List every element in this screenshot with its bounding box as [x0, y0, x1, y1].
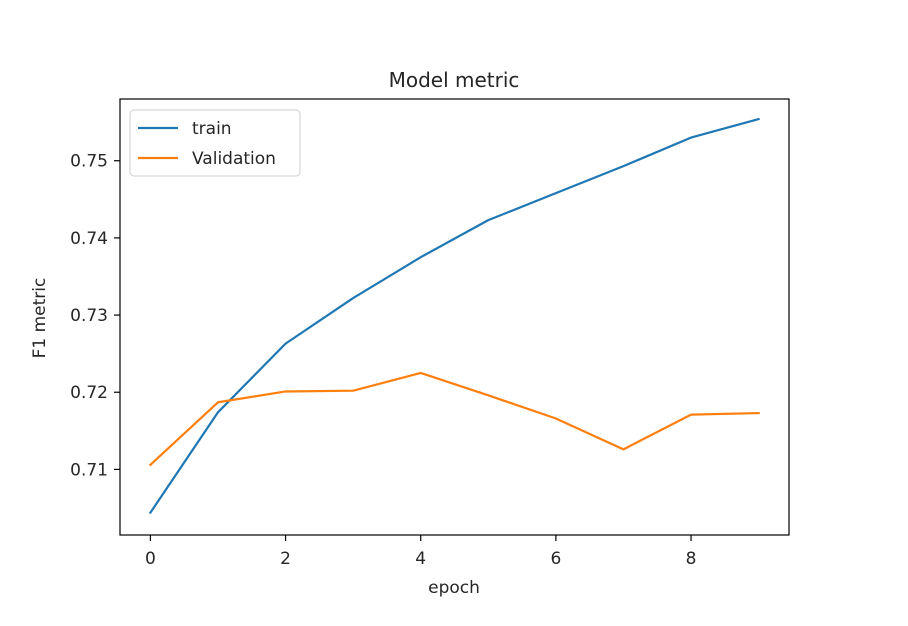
y-tick-label: 0.75 [70, 152, 108, 172]
x-tick-label: 0 [145, 549, 156, 569]
chart-title: Model metric [389, 68, 520, 92]
x-tick-label: 4 [415, 549, 426, 569]
legend-label-validation: Validation [192, 149, 276, 169]
series-line-train [148, 117, 760, 515]
y-axis-title: F1 metric [30, 278, 50, 359]
x-tick-label: 8 [686, 549, 697, 569]
y-tick-label: 0.73 [70, 306, 108, 326]
x-tick-label: 2 [280, 549, 291, 569]
x-tick-label: 6 [550, 549, 561, 569]
series-line-validation [148, 371, 760, 467]
legend-box [129, 109, 301, 177]
plot-area: 0 2 4 6 8 0.71 0.72 0.73 0.74 0.75 train Validation [70, 98, 790, 569]
axes-frame [119, 98, 790, 536]
y-tick-label: 0.71 [70, 460, 108, 480]
legend-label-train: train [192, 119, 232, 139]
x-axis-title: epoch [428, 578, 480, 598]
y-tick-label: 0.74 [70, 229, 108, 249]
y-tick-label: 0.72 [70, 383, 108, 403]
